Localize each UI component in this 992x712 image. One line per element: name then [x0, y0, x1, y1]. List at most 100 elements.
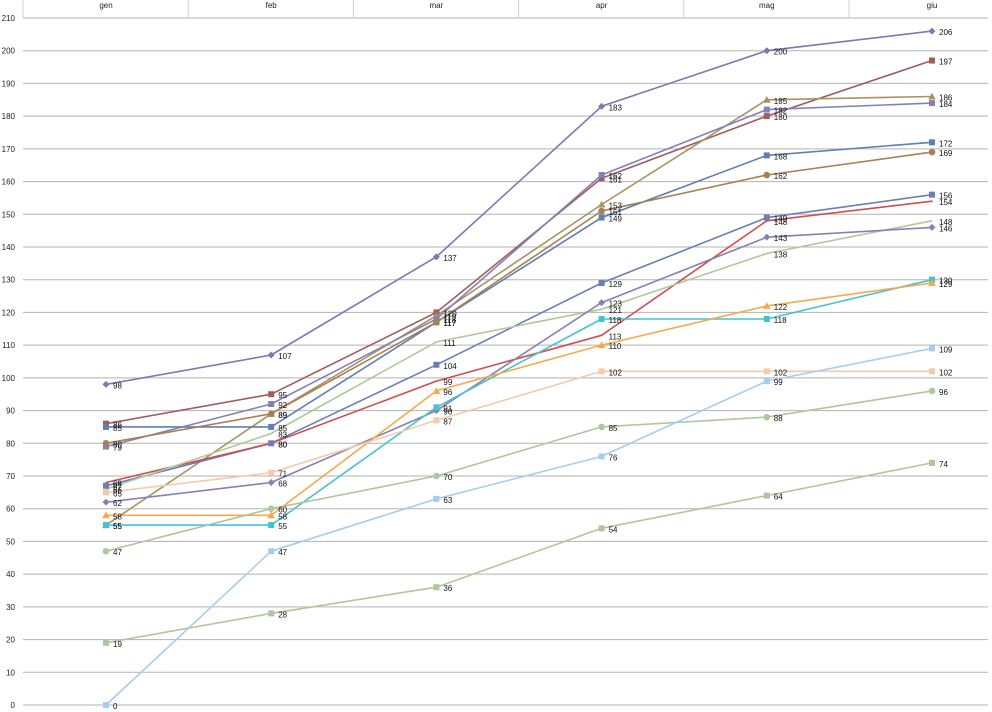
data-point-s5-giu [929, 139, 935, 146]
data-label-s5-gen: 85 [113, 424, 122, 433]
data-label-s15-gen: 0 [113, 702, 118, 711]
data-label-s13-mar: 87 [443, 417, 452, 426]
y-tick-label: 100 [2, 374, 16, 383]
data-point-s9-feb [270, 432, 273, 435]
data-point-s12-feb [267, 511, 275, 519]
data-label-s13-apr: 102 [609, 368, 623, 377]
data-label-s9-feb: 83 [278, 430, 287, 439]
data-point-s4-feb [268, 401, 275, 408]
data-label-s15-feb: 47 [278, 548, 287, 557]
y-tick-label: 110 [2, 341, 15, 350]
x-tick-label-mar: mar [430, 1, 444, 10]
data-labels: 98 107 137 183 200 206 86 95 120 161 180 197 55 89 119… [113, 28, 953, 711]
y-tick-label: 50 [6, 537, 15, 546]
data-label-s4-feb: 92 [278, 401, 287, 410]
data-point-s10-feb [267, 479, 275, 487]
x-axis: gen feb mar apr mag giu [99, 1, 937, 10]
data-point-s2-mag [763, 113, 770, 120]
data-label-s5-mag: 168 [774, 152, 788, 161]
data-point-s3-mag [763, 95, 771, 103]
data-point-s10-giu [928, 223, 936, 231]
data-label-s3-gen: 55 [113, 522, 122, 531]
y-tick-label: 130 [2, 276, 16, 285]
data-point-s1-mag [763, 47, 771, 55]
y-tick-label: 90 [6, 407, 15, 416]
data-label-s15-apr: 76 [609, 453, 618, 462]
data-label-s1-feb: 107 [278, 352, 292, 361]
data-label-s9-giu: 148 [939, 218, 953, 227]
data-point-s13-feb [268, 469, 275, 476]
data-label-s9-gen: 66 [113, 486, 122, 495]
data-label-s8-mar: 99 [443, 378, 452, 387]
data-label-s7-apr: 129 [609, 280, 623, 289]
data-point-s5-feb [268, 423, 275, 430]
data-label-s6-feb: 89 [278, 411, 287, 420]
y-tick-label: 140 [2, 243, 16, 252]
data-label-s15-mag: 99 [774, 378, 783, 387]
data-label-s12-apr: 110 [609, 342, 622, 351]
data-point-s4-giu [929, 100, 935, 107]
data-label-s10-mag: 143 [774, 234, 788, 243]
data-label-s11-feb: 55 [278, 522, 287, 531]
data-label-s9-apr: 121 [609, 306, 623, 315]
series-lines [105, 30, 933, 706]
data-point-s8-mar [435, 380, 438, 382]
series-line-5 [106, 141, 933, 428]
x-tick-label-mag: mag [759, 1, 775, 10]
y-tick-label: 30 [6, 603, 15, 612]
data-point-s13-apr [598, 368, 605, 375]
data-point-s13-mar [433, 417, 440, 424]
data-label-s4-mag: 182 [774, 107, 788, 116]
data-point-s2-giu [929, 57, 935, 64]
data-label-s16-gen: 19 [113, 640, 122, 649]
data-point-s11-apr [598, 315, 605, 322]
data-point-s1-giu [928, 27, 936, 35]
series-line-4 [105, 102, 933, 448]
data-label-s6-mar: 117 [443, 319, 456, 328]
data-label-s6-gen: 80 [113, 440, 122, 449]
data-label-s12-giu: 129 [939, 280, 953, 289]
data-point-s10-gen [102, 498, 110, 506]
data-label-s3-mag: 185 [774, 97, 788, 106]
data-point-s8-giu [931, 200, 933, 202]
data-point-s6-gen [102, 439, 110, 447]
data-label-s5-apr: 149 [609, 215, 623, 224]
data-point-s4-mag [763, 106, 770, 113]
data-point-s16-mar [433, 584, 440, 591]
data-point-s16-feb [268, 610, 275, 617]
data-point-s1-apr [598, 102, 606, 110]
data-label-s5-mar: 117 [443, 319, 456, 328]
data-label-s3-mar: 119 [443, 313, 456, 322]
data-label-s1-mar: 137 [443, 254, 457, 263]
data-label-s12-mag: 122 [774, 303, 788, 312]
data-label-s5-feb: 85 [278, 424, 287, 433]
data-point-s14-feb [267, 505, 275, 513]
data-point-s9-mar [435, 341, 438, 343]
data-point-s12-giu [928, 279, 936, 286]
y-tick-label: 60 [6, 505, 15, 514]
data-label-s7-giu: 156 [939, 192, 953, 201]
series-line-11 [106, 278, 933, 526]
data-point-s15-giu [929, 345, 935, 352]
y-tick-label: 120 [2, 308, 16, 317]
data-point-s12-mar [432, 387, 441, 394]
data-point-s7-mag [763, 214, 770, 221]
y-tick-label: 0 [11, 701, 16, 710]
y-tick-label: 200 [2, 47, 16, 56]
data-point-s13-giu [929, 368, 935, 375]
y-tick-label: 80 [6, 439, 15, 448]
data-point-s6-mag [763, 171, 771, 179]
data-label-s15-giu: 109 [939, 345, 953, 354]
data-point-s16-mag [763, 492, 770, 499]
data-label-s6-mag: 162 [774, 172, 788, 181]
data-label-s9-mag: 138 [774, 251, 788, 260]
data-point-s7-giu [929, 191, 935, 198]
data-point-s2-apr [598, 175, 605, 182]
y-tick-label: 160 [2, 178, 16, 187]
data-label-s4-mar: 118 [443, 316, 456, 325]
x-tick-label-apr: apr [596, 1, 608, 10]
data-point-s9-apr [600, 308, 603, 310]
data-label-s1-giu: 206 [939, 28, 953, 37]
data-point-s8-feb [270, 442, 273, 445]
